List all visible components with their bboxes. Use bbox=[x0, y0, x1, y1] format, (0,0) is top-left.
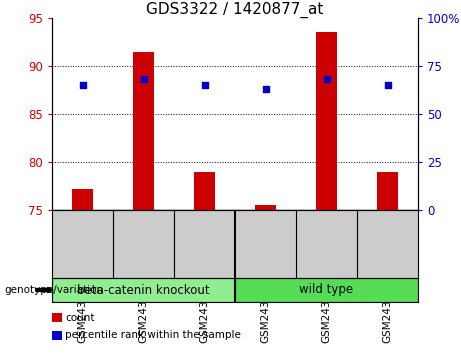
Point bbox=[79, 82, 86, 88]
Text: genotype/variation: genotype/variation bbox=[5, 285, 104, 295]
Bar bbox=[133, 52, 154, 210]
Point bbox=[262, 86, 269, 92]
Title: GDS3322 / 1420877_at: GDS3322 / 1420877_at bbox=[146, 2, 324, 18]
Text: count: count bbox=[65, 313, 95, 322]
Point bbox=[201, 82, 208, 88]
Bar bbox=[194, 172, 215, 210]
Bar bbox=[52, 278, 235, 302]
Text: wild type: wild type bbox=[300, 284, 354, 297]
Point bbox=[140, 76, 147, 82]
Bar bbox=[235, 278, 418, 302]
Bar bbox=[72, 189, 93, 210]
Text: percentile rank within the sample: percentile rank within the sample bbox=[65, 330, 241, 340]
Point bbox=[384, 82, 391, 88]
Bar bbox=[377, 172, 398, 210]
Bar bbox=[316, 33, 337, 210]
Text: beta-catenin knockout: beta-catenin knockout bbox=[77, 284, 210, 297]
Point bbox=[323, 76, 330, 82]
Bar bbox=[255, 205, 276, 210]
